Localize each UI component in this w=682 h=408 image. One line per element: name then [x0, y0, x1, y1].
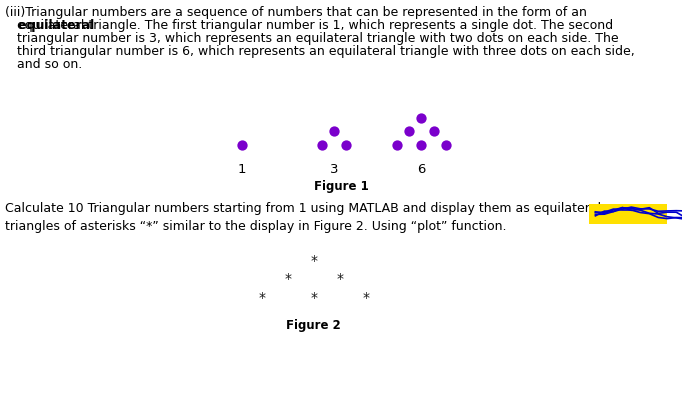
Text: *: * [310, 291, 317, 305]
Text: *: * [362, 291, 369, 305]
Text: (iii)Triangular numbers are a sequence of numbers that can be represented in the: (iii)Triangular numbers are a sequence o… [5, 6, 587, 19]
Text: equilateral: equilateral [5, 19, 95, 32]
Point [329, 128, 340, 135]
Point [237, 142, 248, 149]
Point [416, 114, 427, 121]
Text: Figure 1: Figure 1 [314, 180, 368, 193]
Text: *: * [336, 273, 343, 286]
FancyBboxPatch shape [589, 204, 667, 224]
Point [441, 142, 451, 149]
Text: 6: 6 [417, 163, 426, 176]
Point [391, 142, 402, 149]
Text: and so on.: and so on. [5, 58, 83, 71]
Text: Figure 2: Figure 2 [286, 319, 341, 332]
Text: equilateral triangle. The first triangular number is 1, which represents a singl: equilateral triangle. The first triangul… [5, 19, 614, 32]
Point [416, 142, 427, 149]
Point [316, 142, 327, 149]
Text: *: * [258, 291, 265, 305]
Point [428, 128, 439, 135]
Text: Calculate 10 Triangular numbers starting from 1 using MATLAB and display them as: Calculate 10 Triangular numbers starting… [5, 202, 602, 215]
Text: third triangular number is 6, which represents an equilateral triangle with thre: third triangular number is 6, which repr… [5, 45, 635, 58]
Point [404, 128, 415, 135]
Text: triangles of asterisks “*” similar to the display in Figure 2. Using “plot” func: triangles of asterisks “*” similar to th… [5, 220, 507, 233]
Text: *: * [284, 273, 291, 286]
Text: triangular number is 3, which represents an equilateral triangle with two dots o: triangular number is 3, which represents… [5, 32, 619, 45]
Text: 1: 1 [238, 163, 246, 176]
Point [341, 142, 352, 149]
Text: 3: 3 [330, 163, 338, 176]
Text: *: * [310, 254, 317, 268]
